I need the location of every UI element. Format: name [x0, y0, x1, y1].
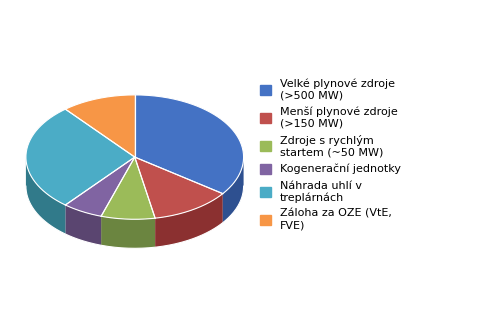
Polygon shape: [135, 95, 244, 194]
Polygon shape: [101, 157, 155, 219]
Polygon shape: [101, 216, 155, 248]
Polygon shape: [26, 109, 135, 205]
Polygon shape: [155, 194, 223, 247]
Polygon shape: [65, 95, 135, 157]
Polygon shape: [26, 157, 65, 234]
Polygon shape: [65, 157, 135, 216]
Polygon shape: [65, 205, 101, 245]
Polygon shape: [223, 157, 244, 223]
Legend: Velké plynové zdroje
(>500 MW), Menší plynové zdroje
(>150 MW), Zdroje s rychlým: Velké plynové zdroje (>500 MW), Menší pl…: [260, 78, 401, 231]
Polygon shape: [135, 157, 223, 218]
